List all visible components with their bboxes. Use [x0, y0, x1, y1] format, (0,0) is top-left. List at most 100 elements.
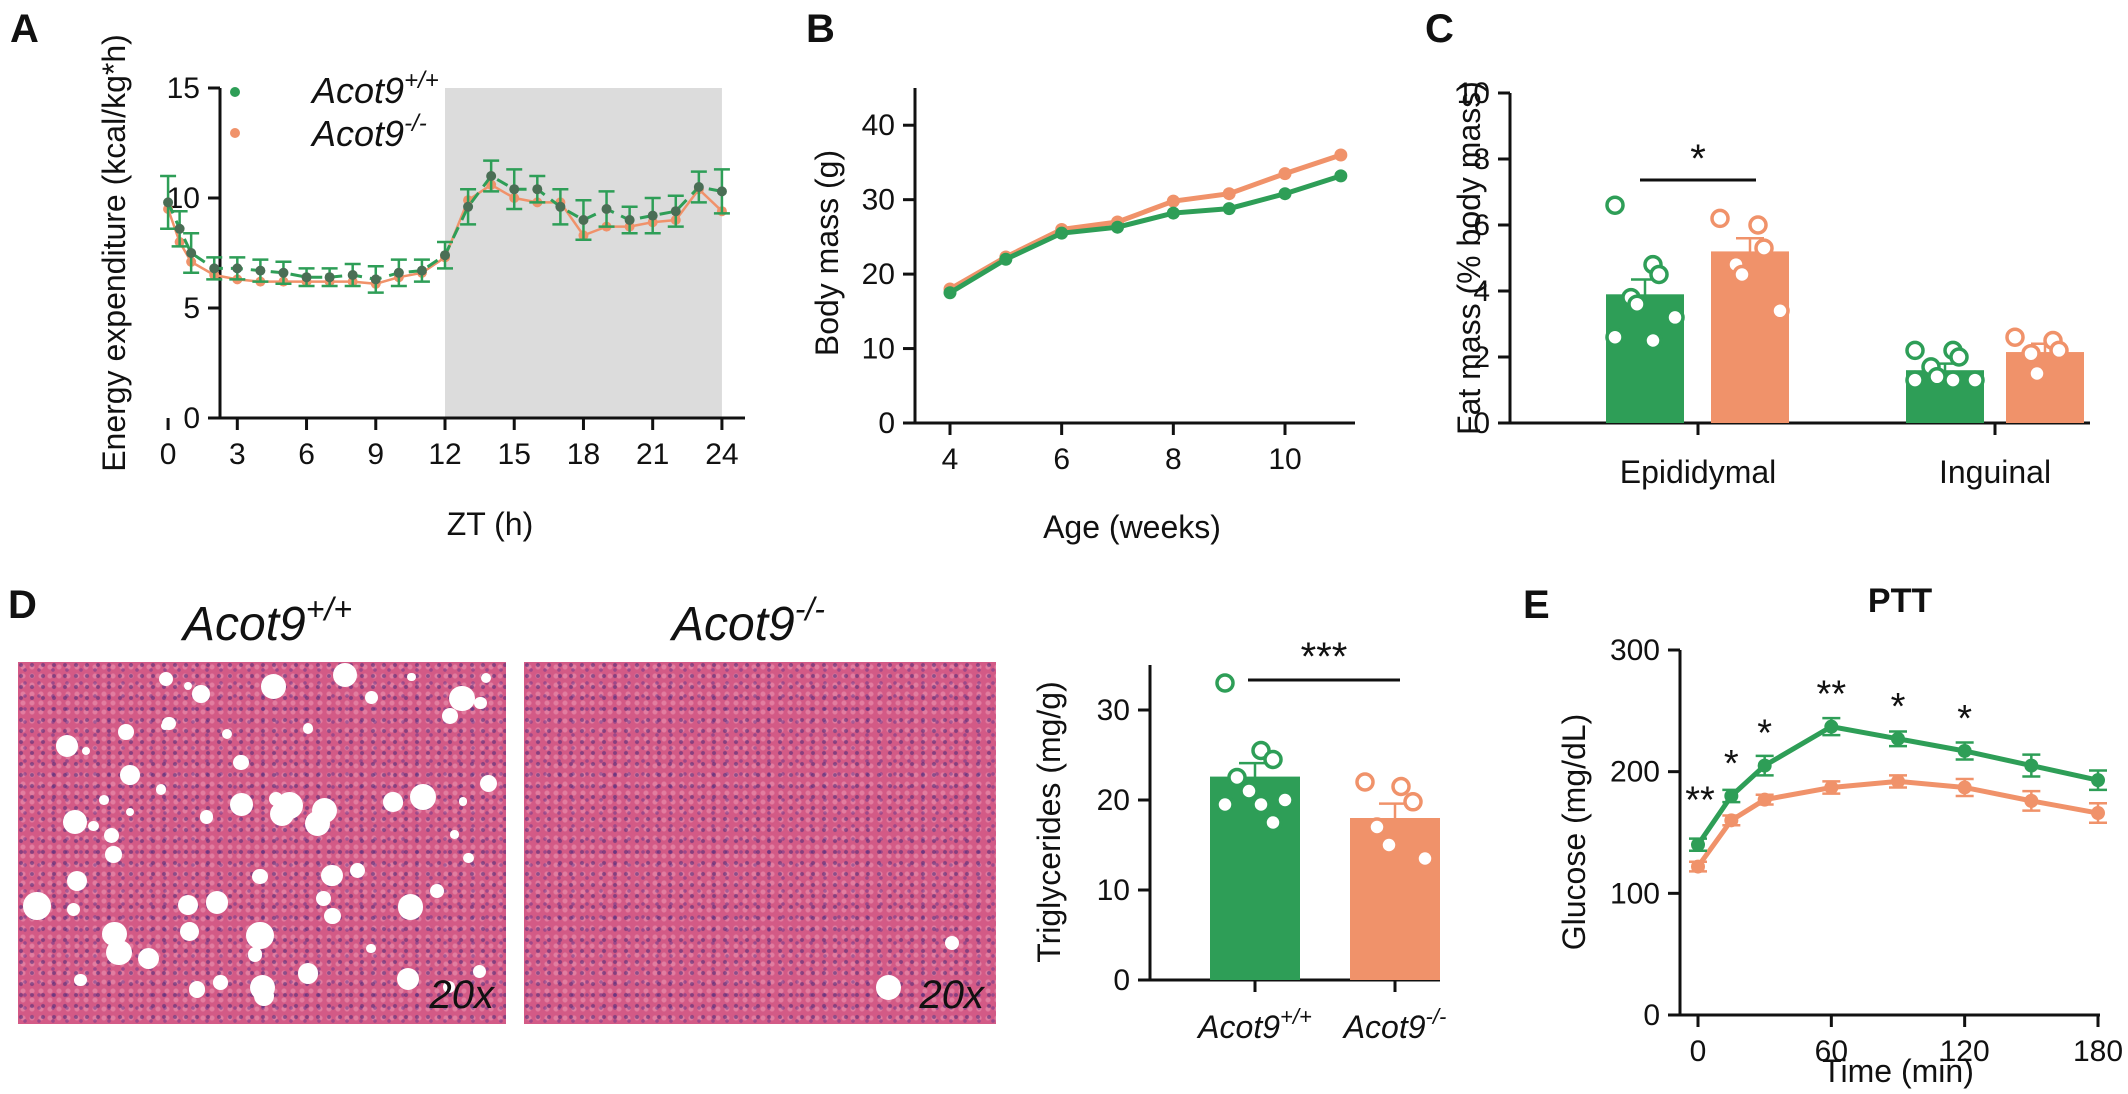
histology-title-wt: Acot9+/+ [180, 591, 352, 651]
lipid-droplet [332, 662, 358, 688]
lipid-droplet [302, 722, 314, 734]
e-y-tick-label: 0 [1643, 999, 1660, 1032]
c-y-axis-label: Fat mass (% body mass) [1451, 81, 1487, 435]
lipid-droplet [247, 947, 263, 962]
lipid-droplet [74, 973, 87, 987]
a-x-tick-label: 18 [567, 438, 600, 471]
e-significance-label: ** [1817, 674, 1847, 716]
lipid-droplet [199, 810, 214, 824]
lipid-droplet [81, 746, 91, 755]
magnification-label-ko: 20x [919, 973, 985, 1017]
b-y-tick-label: 0 [878, 407, 895, 440]
a-x-tick-label: 0 [160, 438, 177, 471]
a-y-tick-label: 15 [167, 72, 200, 105]
a-point-wt [624, 215, 635, 225]
e-point-ko [1724, 813, 1739, 828]
e-point-wt [2024, 758, 2039, 773]
d-data-point [1263, 749, 1283, 770]
lipid-droplet [233, 755, 249, 771]
e-point-wt [1824, 719, 1839, 734]
lipid-droplet [221, 728, 232, 740]
panel-label-e: E [1523, 583, 1550, 627]
lipid-droplet [473, 964, 487, 979]
e-significance-label: ** [1685, 779, 1715, 821]
e-x-tick-label: 60 [1815, 1035, 1848, 1068]
lipid-droplet [350, 862, 366, 878]
a-point-wt [532, 184, 543, 195]
lipid-droplet [944, 935, 959, 950]
c-data-point [1665, 307, 1685, 328]
c-y-tick-label: 8 [1473, 143, 1490, 176]
e-point-wt [1691, 837, 1705, 852]
b-point-wt [1166, 206, 1180, 220]
c-y-tick-label: 4 [1473, 275, 1490, 308]
lipid-droplet [297, 963, 319, 985]
a-point-wt [601, 204, 612, 214]
a-x-tick-label: 12 [428, 438, 461, 471]
a-x-axis-label: ZT (h) [447, 506, 534, 542]
d-y-tick-label: 30 [1097, 694, 1130, 727]
c-data-point [1643, 330, 1663, 351]
c-data-point [1649, 264, 1669, 285]
e-significance-label: * [1757, 713, 1772, 755]
e-point-ko [1824, 780, 1839, 795]
d-data-point [1403, 792, 1423, 812]
a-point-wt [301, 272, 312, 283]
a-y-axis-label: Energy expenditure (kcal/kg*h) [96, 34, 132, 472]
c-data-point [1943, 370, 1963, 390]
lipid-droplet [66, 902, 81, 917]
histology-title-wt-base: Acot9 [180, 598, 306, 651]
b-point-ko [1166, 194, 1180, 208]
d-y-tick-label: 20 [1097, 784, 1130, 817]
e-x-axis-label: Time (min) [1822, 1053, 1974, 1089]
lipid-droplet [315, 890, 331, 906]
d-data-point [1367, 817, 1387, 837]
lipid-droplet [450, 830, 459, 839]
d-data-point [1239, 781, 1259, 801]
d-y-tick-label: 10 [1097, 874, 1130, 907]
b-point-wt [999, 252, 1013, 266]
a-point-wt [509, 184, 520, 195]
e-point-ko [2091, 806, 2105, 821]
e-point-ko [1957, 780, 1972, 795]
lipid-droplet [62, 809, 87, 834]
b-point-ko [1278, 167, 1292, 181]
lipid-droplet [22, 892, 51, 920]
lipid-droplet [321, 865, 343, 887]
lipid-droplet [246, 922, 274, 950]
a-point-wt [370, 274, 381, 285]
chart-b: 0 10 20 30 40 4 6 8 10 Age (weeks) Body mass (g) [809, 88, 1355, 545]
a-y-tick-label: 5 [183, 292, 200, 325]
b-x-axis-label: Age (weeks) [1043, 509, 1221, 545]
a-x-tick-label: 21 [636, 438, 669, 471]
lipid-droplet [448, 685, 475, 712]
lipid-droplet [103, 827, 120, 844]
c-significance-label: * [1690, 137, 1706, 181]
d-y-tick-label: 0 [1113, 964, 1130, 997]
c-y-tick-label: 2 [1473, 341, 1490, 374]
lipid-droplet [137, 947, 160, 970]
lipid-droplet [99, 795, 110, 806]
legend-marker-wt [230, 87, 240, 97]
lipid-droplet [442, 708, 459, 725]
b-y-tick-label: 40 [862, 109, 895, 142]
b-series-line-wt [948, 173, 1342, 295]
d-y-axis-label: Triglycerides (mg/g) [1031, 681, 1067, 963]
a-point-wt [486, 171, 497, 181]
lipid-droplet [304, 811, 330, 837]
b-x-tick-label: 4 [942, 443, 959, 476]
lipid-droplet [254, 986, 275, 1007]
d-data-point [1275, 790, 1295, 810]
magnification-label-wt: 20x [429, 973, 495, 1017]
e-point-wt [1757, 758, 1772, 773]
d-significance-label: *** [1301, 635, 1348, 679]
lipid-droplet [177, 895, 198, 916]
lipid-droplet [106, 939, 132, 966]
lipid-droplet [480, 672, 491, 683]
e-y-tick-label: 200 [1610, 756, 1660, 789]
d-category-label: Acot9-/- [1342, 1004, 1447, 1045]
c-data-point [2005, 327, 2025, 347]
a-point-wt [278, 267, 289, 278]
legend-label-ko: Acot9-/- [310, 110, 427, 154]
